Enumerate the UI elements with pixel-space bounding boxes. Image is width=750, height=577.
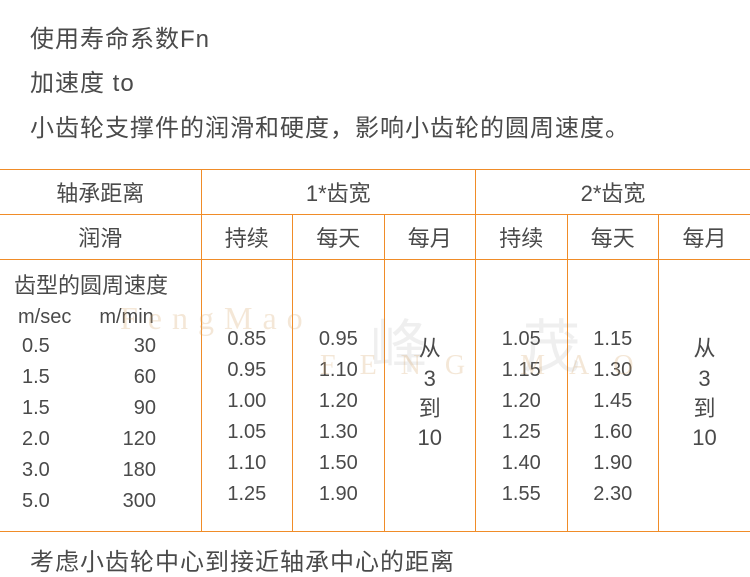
g2-continuous-values: 1.05 1.15 1.20 1.25 1.40 1.55 bbox=[476, 324, 566, 510]
mm-val: 300 bbox=[94, 486, 174, 517]
mm-val: 180 bbox=[94, 455, 174, 486]
cell-val: 1.30 bbox=[568, 355, 658, 386]
hdr-g1-continuous: 持续 bbox=[201, 215, 292, 260]
left-row: 5.0300 bbox=[14, 486, 201, 517]
ms-val: 3.0 bbox=[14, 455, 94, 486]
g2-monthly-text: 从 3 到 10 bbox=[692, 334, 716, 453]
vt: 10 bbox=[418, 423, 442, 453]
cell-val: 1.10 bbox=[202, 448, 292, 479]
vt: 3 bbox=[692, 364, 716, 394]
intro-line-2: 加速度 to bbox=[30, 62, 720, 106]
cell-val: 1.40 bbox=[476, 448, 566, 479]
hdr-g1-monthly: 每月 bbox=[384, 215, 475, 260]
cell-val: 1.50 bbox=[293, 448, 383, 479]
left-row: 1.560 bbox=[14, 362, 201, 393]
ms-val: 0.5 bbox=[14, 331, 94, 362]
cell-val: 1.10 bbox=[293, 355, 383, 386]
hdr-group-2: 2*齿宽 bbox=[476, 170, 750, 215]
vt: 从 bbox=[418, 334, 442, 364]
table-head: 轴承距离 1*齿宽 2*齿宽 润滑 持续 每天 每月 持续 每天 每月 bbox=[0, 170, 750, 260]
cell-val: 1.00 bbox=[202, 386, 292, 417]
unit-msec: m/sec bbox=[18, 306, 71, 329]
cell-val: 1.20 bbox=[476, 386, 566, 417]
intro-line-1: 使用寿命系数Fn bbox=[30, 18, 720, 62]
left-row: 1.590 bbox=[14, 393, 201, 424]
ms-val: 1.5 bbox=[14, 393, 94, 424]
footer-block: 考虑小齿轮中心到接近轴承中心的距离 bbox=[0, 532, 750, 577]
cell-val: 1.05 bbox=[476, 324, 566, 355]
cell-val: 1.90 bbox=[293, 479, 383, 510]
cell-val: 0.85 bbox=[202, 324, 292, 355]
ms-val: 2.0 bbox=[14, 424, 94, 455]
hdr-lubrication: 润滑 bbox=[0, 215, 201, 260]
vt: 到 bbox=[692, 394, 716, 424]
hdr-g2-daily: 每天 bbox=[567, 215, 658, 260]
g1-daily-values: 0.95 1.10 1.20 1.30 1.50 1.90 bbox=[293, 324, 383, 510]
cell-val: 1.30 bbox=[293, 417, 383, 448]
g2-continuous-cell: 1.05 1.15 1.20 1.25 1.40 1.55 bbox=[476, 260, 567, 532]
g2-daily-cell: 1.15 1.30 1.45 1.60 1.90 2.30 bbox=[567, 260, 658, 532]
g1-continuous-values: 0.85 0.95 1.00 1.05 1.10 1.25 bbox=[202, 324, 292, 510]
vt: 10 bbox=[692, 423, 716, 453]
mm-val: 30 bbox=[94, 331, 174, 362]
left-row: 0.530 bbox=[14, 331, 201, 362]
cell-val: 1.25 bbox=[202, 479, 292, 510]
left-title: 齿型的圆周速度 bbox=[14, 268, 201, 300]
g1-monthly-cell: 从 3 到 10 bbox=[384, 260, 475, 532]
table-body: 齿型的圆周速度 m/sec m/min 0.530 1.560 1.590 2.… bbox=[0, 260, 750, 532]
hdr-g1-daily: 每天 bbox=[293, 215, 384, 260]
unit-mmin: m/min bbox=[99, 306, 153, 329]
ms-val: 5.0 bbox=[14, 486, 94, 517]
left-units: m/sec m/min bbox=[14, 306, 201, 329]
cell-val: 1.45 bbox=[568, 386, 658, 417]
cell-val: 1.20 bbox=[293, 386, 383, 417]
data-table-wrapper: 轴承距离 1*齿宽 2*齿宽 润滑 持续 每天 每月 持续 每天 每月 齿型的圆… bbox=[0, 169, 750, 532]
vt: 从 bbox=[692, 334, 716, 364]
left-row: 3.0180 bbox=[14, 455, 201, 486]
ms-val: 1.5 bbox=[14, 362, 94, 393]
g1-monthly-text: 从 3 到 10 bbox=[418, 334, 442, 453]
cell-val: 1.05 bbox=[202, 417, 292, 448]
cell-val: 2.30 bbox=[568, 479, 658, 510]
g2-monthly-cell: 从 3 到 10 bbox=[658, 260, 750, 532]
data-table: 轴承距离 1*齿宽 2*齿宽 润滑 持续 每天 每月 持续 每天 每月 齿型的圆… bbox=[0, 169, 750, 532]
hdr-group-1: 1*齿宽 bbox=[201, 170, 475, 215]
g1-continuous-cell: 0.85 0.95 1.00 1.05 1.10 1.25 bbox=[201, 260, 292, 532]
left-row: 2.0120 bbox=[14, 424, 201, 455]
hdr-g2-monthly: 每月 bbox=[658, 215, 750, 260]
left-rows: 0.530 1.560 1.590 2.0120 3.0180 5.0300 bbox=[14, 331, 201, 517]
footer-text: 考虑小齿轮中心到接近轴承中心的距离 bbox=[30, 542, 720, 577]
g1-daily-cell: 0.95 1.10 1.20 1.30 1.50 1.90 bbox=[293, 260, 384, 532]
left-column-cell: 齿型的圆周速度 m/sec m/min 0.530 1.560 1.590 2.… bbox=[0, 260, 201, 532]
mm-val: 120 bbox=[94, 424, 174, 455]
vt: 到 bbox=[418, 394, 442, 424]
cell-val: 1.15 bbox=[568, 324, 658, 355]
vt: 3 bbox=[418, 364, 442, 394]
cell-val: 0.95 bbox=[202, 355, 292, 386]
mm-val: 90 bbox=[94, 393, 174, 424]
cell-val: 1.25 bbox=[476, 417, 566, 448]
cell-val: 1.60 bbox=[568, 417, 658, 448]
intro-line-3: 小齿轮支撑件的润滑和硬度，影响小齿轮的圆周速度。 bbox=[30, 107, 720, 151]
intro-block: 使用寿命系数Fn 加速度 to 小齿轮支撑件的润滑和硬度，影响小齿轮的圆周速度。 bbox=[0, 0, 750, 161]
hdr-bearing-distance: 轴承距离 bbox=[0, 170, 201, 215]
cell-val: 1.15 bbox=[476, 355, 566, 386]
mm-val: 60 bbox=[94, 362, 174, 393]
hdr-g2-continuous: 持续 bbox=[476, 215, 567, 260]
cell-val: 1.90 bbox=[568, 448, 658, 479]
cell-val: 1.55 bbox=[476, 479, 566, 510]
cell-val: 0.95 bbox=[293, 324, 383, 355]
g2-daily-values: 1.15 1.30 1.45 1.60 1.90 2.30 bbox=[568, 324, 658, 510]
